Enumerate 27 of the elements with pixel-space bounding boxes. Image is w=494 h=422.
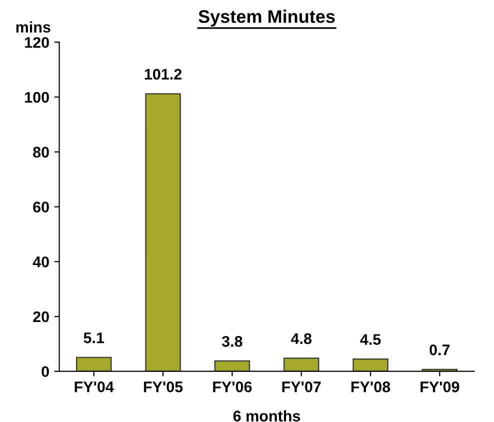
x-tick-label: FY'08: [351, 381, 390, 392]
bar: [352, 358, 388, 372]
x-tick-label: FY'05: [144, 381, 183, 392]
data-label: 3.8: [222, 336, 242, 347]
data-label: 4.8: [290, 333, 312, 344]
bar: [145, 93, 181, 372]
x-tick-label: FY'09: [420, 381, 460, 392]
data-label: 101.2: [144, 68, 182, 80]
bar: [214, 360, 250, 372]
chart-title: System Minutes: [198, 10, 335, 26]
y-tick-label: 80: [33, 146, 49, 158]
x-tick-label: FY'04: [74, 381, 114, 392]
y-tick-label: 120: [25, 37, 49, 48]
y-tick-label: 0: [42, 366, 49, 378]
y-tick-label: 40: [32, 256, 49, 268]
y-tick-label: 20: [33, 311, 49, 322]
x-tick-label: FY'06: [213, 381, 252, 392]
data-label: 4.5: [360, 334, 381, 345]
y-tick-label: 100: [25, 92, 49, 103]
bar: [283, 358, 320, 372]
data-label: 0.7: [430, 344, 450, 356]
bar: [76, 356, 112, 372]
x-tick-label: FY'07: [282, 381, 321, 392]
data-label: 5.1: [84, 332, 104, 344]
text: 6 months: [233, 410, 300, 422]
y-tick-label: 60: [33, 202, 49, 212]
y-axis-title: mins: [16, 21, 50, 33]
